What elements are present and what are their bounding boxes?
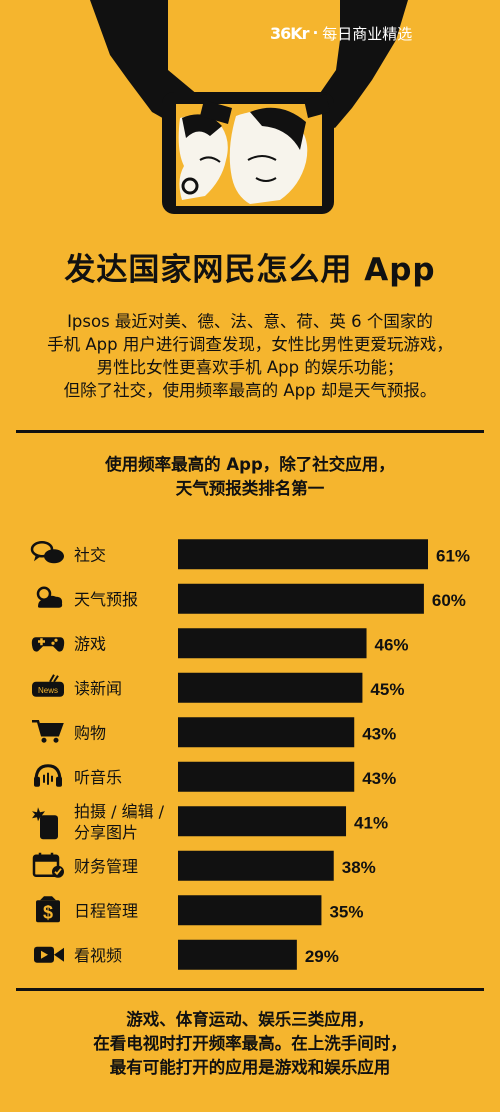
brand-badge: 36Kr · 每日商业精选 (270, 22, 412, 44)
chart-row: 天气预报 60% (36, 583, 466, 614)
hero-illustration (90, 0, 408, 214)
chart-row: 拍摄 / 编辑 /分享图片 41% (32, 802, 388, 842)
chart-title-line: 天气预报类排名第一 (175, 479, 325, 498)
headphones-icon (34, 764, 62, 787)
value-label: 41% (354, 813, 388, 832)
bar-chart: 社交 61% 天气预报 60% 游戏 46% News 读新闻 45% 购物 43% 听音乐 43% 拍摄… (30, 539, 470, 970)
brand-logo: 36Kr (270, 23, 310, 43)
category-label: 社交 (74, 545, 106, 564)
dollar-icon: $ (36, 896, 60, 923)
news-icon: News (32, 674, 64, 697)
video-icon (34, 946, 64, 963)
page-title: 发达国家网民怎么用 App (64, 252, 436, 288)
value-label: 43% (362, 724, 396, 743)
chart-row: 社交 61% (30, 539, 470, 570)
phone-camera-icon (32, 807, 58, 840)
chart-row: 游戏 46% (31, 628, 409, 659)
category-label: 拍摄 / 编辑 /分享图片 (74, 802, 165, 842)
value-label: 29% (305, 947, 339, 966)
bar (178, 806, 347, 837)
intro-line: 男性比女性更喜欢手机 App 的娱乐功能； (96, 358, 404, 377)
value-label: 46% (375, 635, 409, 654)
category-label: 游戏 (74, 634, 106, 653)
value-label: 45% (370, 680, 404, 699)
value-label: 35% (329, 902, 363, 921)
intro-line: Ipsos 最近对美、德、法、意、荷、英 6 个国家的 (67, 312, 433, 331)
chart-row: News 读新闻 45% (32, 672, 404, 703)
bar (178, 717, 355, 748)
value-label: 61% (436, 546, 470, 565)
category-label: 看视频 (74, 946, 122, 965)
bar (178, 895, 322, 926)
chart-title-line: 使用频率最高的 App，除了社交应用， (105, 455, 395, 474)
chart-row: 财务管理 38% (32, 850, 376, 881)
intro-line: 但除了社交，使用频率最高的 App 却是天气预报。 (63, 381, 437, 400)
chart-title: 使用频率最高的 App，除了社交应用， 天气预报类排名第一 (0, 453, 500, 501)
bar (178, 539, 428, 570)
chart-row: 看视频 29% (34, 939, 339, 970)
cart-icon (32, 720, 64, 743)
chart-row: $ 日程管理 35% (36, 895, 363, 926)
intro-line: 手机 App 用户进行调查发现，女性比男性更爱玩游戏， (47, 335, 453, 354)
hands-holding-phone-illustration (90, 0, 408, 214)
bar (178, 672, 363, 703)
chat-bubbles-icon (30, 541, 64, 564)
svg-text:News: News (38, 686, 58, 695)
category-label: 听音乐 (74, 768, 122, 787)
brand-separator: · (312, 24, 319, 42)
bar (178, 583, 424, 614)
value-label: 43% (362, 769, 396, 788)
calendar-finance-icon (32, 852, 64, 878)
divider-bottom (16, 988, 484, 991)
category-label: 读新闻 (74, 679, 122, 698)
chart-row: 听音乐 43% (34, 761, 396, 792)
bar (178, 850, 334, 881)
weather-icon (36, 586, 63, 608)
footer-line: 最有可能打开的应用是游戏和娱乐应用 (109, 1058, 391, 1077)
footer-line: 游戏、体育运动、娱乐三类应用， (126, 1010, 374, 1029)
category-label: 购物 (74, 723, 106, 742)
brand-tagline: 每日商业精选 (322, 24, 413, 43)
value-label: 60% (432, 591, 466, 610)
divider-top (16, 430, 484, 433)
gamepad-icon (31, 637, 65, 652)
value-label: 38% (342, 858, 376, 877)
svg-text:$: $ (43, 902, 53, 922)
category-label: 日程管理 (74, 901, 138, 920)
footer-text: 游戏、体育运动、娱乐三类应用， 在看电视时打开频率最高。在上洗手间时， 最有可能… (0, 1008, 500, 1080)
bar (178, 939, 297, 970)
bar (178, 628, 367, 659)
category-label: 天气预报 (74, 590, 138, 609)
chart-row: 购物 43% (32, 717, 396, 748)
category-label: 财务管理 (74, 857, 138, 876)
intro-text: Ipsos 最近对美、德、法、意、荷、英 6 个国家的 手机 App 用户进行调… (0, 310, 500, 402)
bar (178, 761, 355, 792)
footer-line: 在看电视时打开频率最高。在上洗手间时， (93, 1034, 407, 1053)
